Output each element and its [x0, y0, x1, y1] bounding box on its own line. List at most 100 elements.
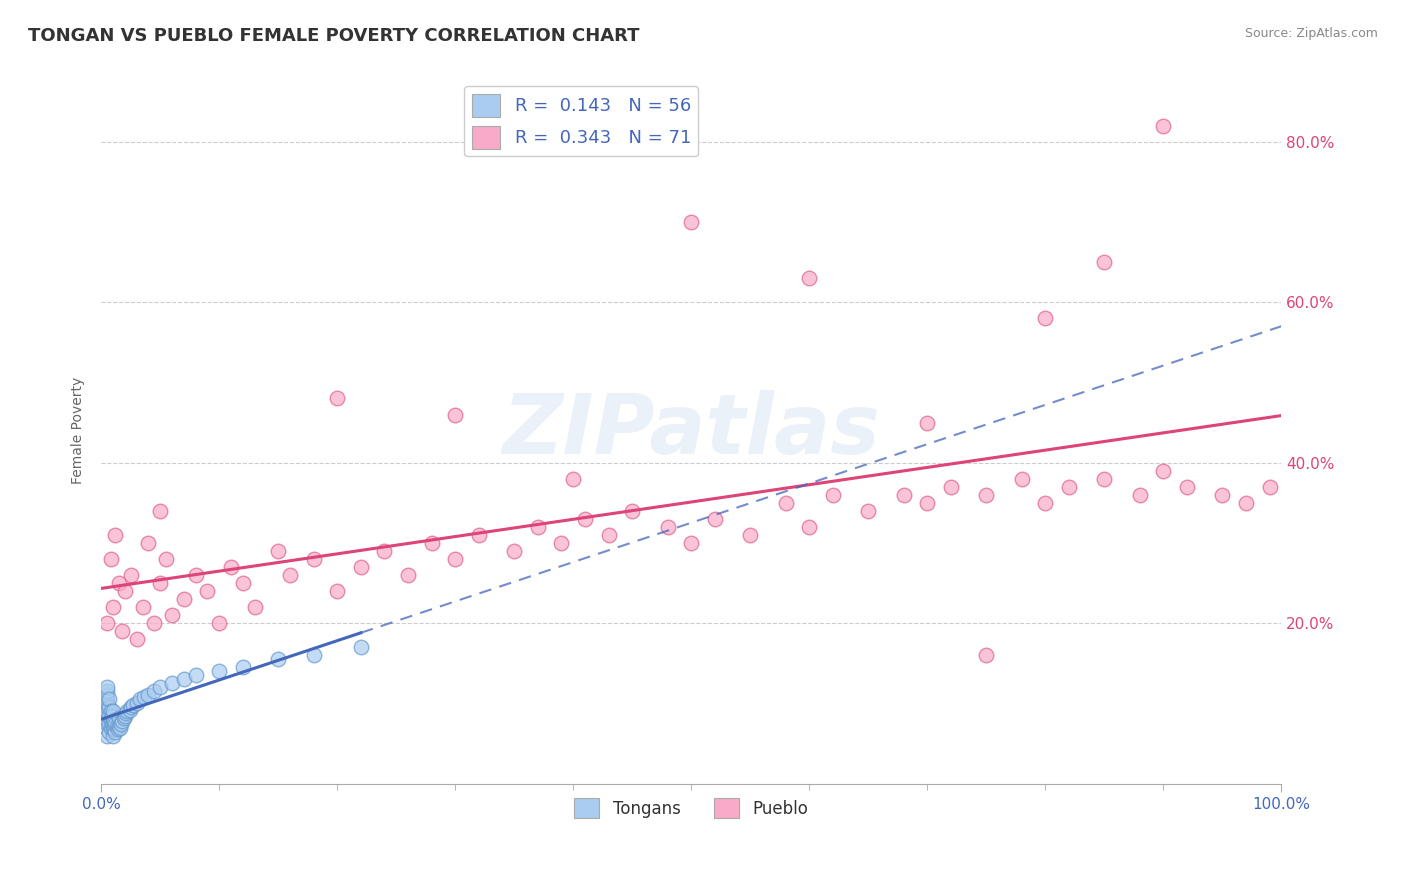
Point — [110, 716, 132, 731]
Point — [420, 536, 443, 550]
Point — [562, 472, 585, 486]
Point — [105, 719, 128, 733]
Point — [1152, 119, 1174, 133]
Point — [96, 716, 118, 731]
Point — [100, 705, 122, 719]
Point — [1152, 464, 1174, 478]
Point — [114, 584, 136, 599]
Point — [1035, 496, 1057, 510]
Point — [598, 528, 620, 542]
Point — [740, 528, 762, 542]
Point — [550, 536, 572, 550]
Point — [108, 719, 131, 733]
Point — [232, 576, 254, 591]
Point — [267, 544, 290, 558]
Point — [350, 640, 373, 655]
Point — [115, 705, 138, 719]
Point — [138, 536, 160, 550]
Point — [396, 568, 419, 582]
Point — [621, 504, 644, 518]
Point — [98, 692, 121, 706]
Point — [657, 520, 679, 534]
Point — [132, 690, 155, 704]
Point — [100, 721, 122, 735]
Point — [267, 652, 290, 666]
Point — [373, 544, 395, 558]
Point — [143, 684, 166, 698]
Point — [100, 713, 122, 727]
Point — [103, 714, 125, 728]
Point — [104, 716, 127, 731]
Point — [101, 713, 124, 727]
Point — [681, 215, 703, 229]
Point — [108, 576, 131, 591]
Point — [160, 676, 183, 690]
Point — [1258, 480, 1281, 494]
Point — [821, 488, 844, 502]
Point — [101, 705, 124, 719]
Point — [243, 600, 266, 615]
Point — [468, 528, 491, 542]
Point — [503, 544, 526, 558]
Point — [1211, 488, 1233, 502]
Point — [173, 592, 195, 607]
Point — [104, 528, 127, 542]
Point — [574, 512, 596, 526]
Point — [184, 668, 207, 682]
Point — [96, 692, 118, 706]
Point — [775, 496, 797, 510]
Point — [893, 488, 915, 502]
Point — [108, 711, 131, 725]
Point — [107, 722, 129, 736]
Point — [1035, 311, 1057, 326]
Point — [96, 689, 118, 703]
Point — [96, 684, 118, 698]
Point — [917, 496, 939, 510]
Point — [129, 692, 152, 706]
Point — [149, 576, 172, 591]
Point — [120, 568, 142, 582]
Point — [1011, 472, 1033, 486]
Point — [131, 600, 153, 615]
Point — [1129, 488, 1152, 502]
Point — [120, 700, 142, 714]
Point — [326, 392, 349, 406]
Point — [115, 706, 138, 720]
Point — [976, 648, 998, 663]
Point — [138, 689, 160, 703]
Point — [125, 697, 148, 711]
Point — [98, 716, 121, 731]
Point — [98, 724, 121, 739]
Point — [799, 520, 821, 534]
Point — [302, 648, 325, 663]
Point — [197, 584, 219, 599]
Point — [122, 698, 145, 712]
Point — [114, 708, 136, 723]
Text: ZIPatlas: ZIPatlas — [502, 390, 880, 471]
Point — [527, 520, 550, 534]
Point — [703, 512, 725, 526]
Point — [96, 697, 118, 711]
Point — [96, 616, 118, 631]
Y-axis label: Female Poverty: Female Poverty — [72, 377, 86, 484]
Text: Source: ZipAtlas.com: Source: ZipAtlas.com — [1244, 27, 1378, 40]
Point — [232, 660, 254, 674]
Point — [118, 703, 141, 717]
Point — [1234, 496, 1257, 510]
Point — [278, 568, 301, 582]
Point — [98, 708, 121, 723]
Point — [103, 722, 125, 736]
Point — [96, 700, 118, 714]
Point — [160, 608, 183, 623]
Point — [101, 721, 124, 735]
Point — [96, 705, 118, 719]
Point — [939, 480, 962, 494]
Point — [96, 729, 118, 743]
Point — [101, 716, 124, 731]
Point — [108, 721, 131, 735]
Point — [104, 724, 127, 739]
Point — [101, 600, 124, 615]
Point — [444, 408, 467, 422]
Point — [1057, 480, 1080, 494]
Point — [101, 708, 124, 723]
